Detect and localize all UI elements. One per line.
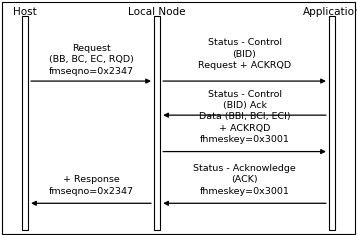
Text: Application: Application — [303, 7, 357, 17]
Text: Request
(BB, BC, EC, RQD)
fmseqno=0x2347: Request (BB, BC, EC, RQD) fmseqno=0x2347 — [49, 44, 134, 76]
Bar — [329, 16, 335, 230]
Text: Local Node: Local Node — [128, 7, 186, 17]
Text: + Response
fmseqno=0x2347: + Response fmseqno=0x2347 — [49, 175, 134, 196]
Text: Host: Host — [13, 7, 37, 17]
Bar — [154, 16, 160, 230]
Text: Data (BBI, BCI, ECI)
+ ACKRQD
fhmeskey=0x3001: Data (BBI, BCI, ECI) + ACKRQD fhmeskey=0… — [199, 112, 290, 144]
Text: Status - Acknowledge
(ACK)
fhmeskey=0x3001: Status - Acknowledge (ACK) fhmeskey=0x30… — [193, 164, 296, 196]
Text: Status - Control
(BID)
Request + ACKRQD: Status - Control (BID) Request + ACKRQD — [198, 38, 291, 70]
Bar — [22, 16, 28, 230]
Text: Status - Control
(BID) Ack: Status - Control (BID) Ack — [207, 90, 282, 110]
